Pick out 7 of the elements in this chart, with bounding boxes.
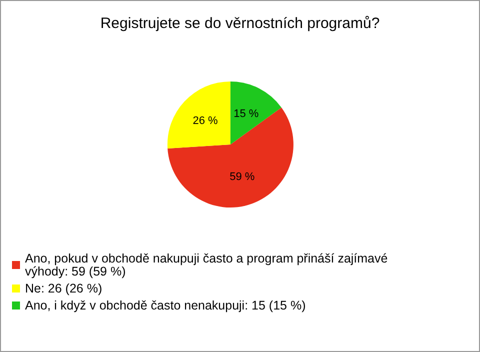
data-label: 15 % [234, 108, 259, 120]
legend-label: Ne: 26 (26 %) [25, 282, 102, 296]
data-label: 59 % [230, 170, 255, 183]
data-label: 26 % [192, 114, 218, 127]
legend-label: Ano, i když v obchodě často nenakupuji: 15 (15 %) [25, 298, 306, 312]
legend-label: Ano, pokud v obchodě nakupuji často a program přináší zajímavé výhody: 59 (59 %) [25, 252, 392, 278]
chart-title: Registrujete se do věrnostních programů? [100, 15, 380, 32]
